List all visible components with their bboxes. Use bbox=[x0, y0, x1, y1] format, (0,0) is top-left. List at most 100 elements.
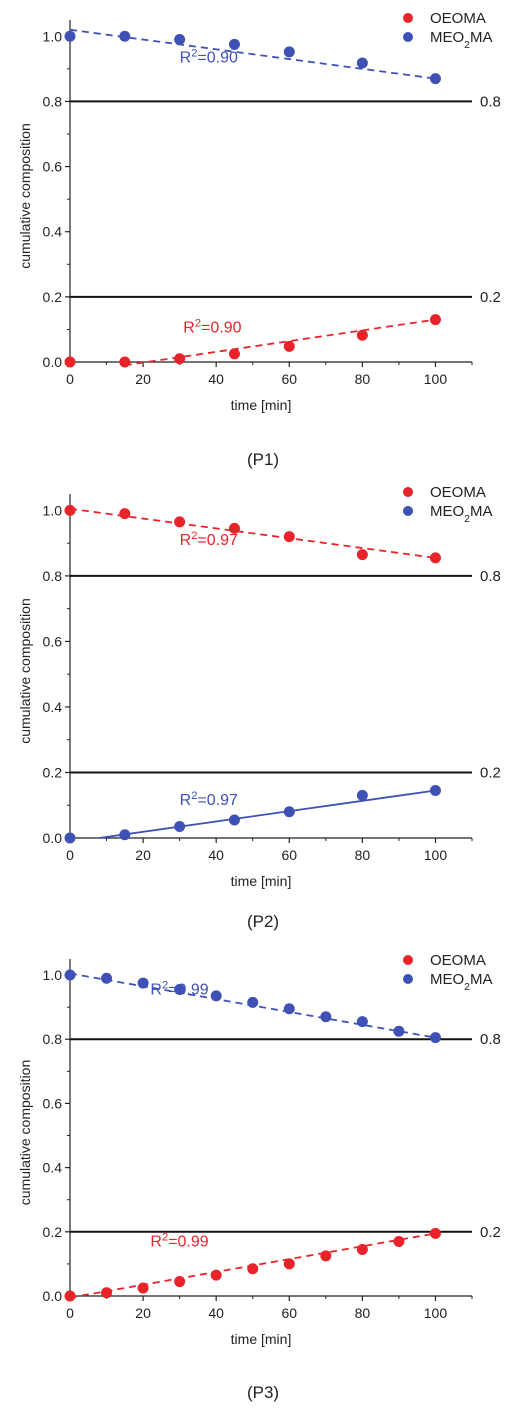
data-point-oeoma bbox=[430, 552, 441, 563]
y-axis-title: cumulative composition bbox=[17, 1060, 33, 1206]
panel-caption: (P1) bbox=[247, 450, 279, 469]
data-point-meo2ma bbox=[229, 814, 240, 825]
y-tick-label: 0.2 bbox=[43, 764, 63, 780]
legend-label-meo2ma: MEO2MA bbox=[430, 971, 493, 993]
data-point-oeoma bbox=[284, 341, 295, 352]
x-tick-label: 40 bbox=[208, 847, 224, 863]
data-point-meo2ma bbox=[65, 31, 76, 42]
x-tick-label: 60 bbox=[281, 847, 297, 863]
data-point-oeoma bbox=[284, 1258, 295, 1269]
y-tick-label: 1.0 bbox=[43, 28, 63, 44]
y-axis-title: cumulative composition bbox=[17, 598, 33, 744]
data-point-meo2ma bbox=[357, 57, 368, 68]
x-tick-label: 60 bbox=[281, 1305, 297, 1321]
legend-label-oeoma: OEOMA bbox=[430, 484, 486, 501]
data-point-meo2ma bbox=[393, 1026, 404, 1037]
x-tick-label: 60 bbox=[281, 371, 297, 387]
data-point-oeoma bbox=[357, 549, 368, 560]
legend-marker-oeoma bbox=[403, 13, 413, 23]
x-axis-title: time [min] bbox=[231, 1331, 292, 1347]
reference-line-label: 0.2 bbox=[480, 764, 501, 781]
chart-panel-3: 0.0 0.2 0.4 0.6 0.8 1.0 0 20 40 60 80 100 time [min]… bbox=[17, 952, 501, 1402]
data-point-meo2ma bbox=[119, 829, 130, 840]
reference-line-label: 0.8 bbox=[480, 1031, 501, 1048]
data-point-meo2ma bbox=[320, 1011, 331, 1022]
data-point-meo2ma bbox=[174, 34, 185, 45]
data-point-meo2ma bbox=[284, 806, 295, 817]
data-point-meo2ma bbox=[284, 46, 295, 57]
y-tick-label: 0.2 bbox=[43, 289, 63, 305]
data-point-oeoma bbox=[174, 516, 185, 527]
x-tick-label: 20 bbox=[135, 1305, 151, 1321]
reference-line-label: 0.8 bbox=[480, 93, 501, 110]
data-point-oeoma bbox=[65, 505, 76, 516]
data-point-oeoma bbox=[247, 1263, 258, 1274]
data-point-oeoma bbox=[119, 357, 130, 368]
reference-line-label: 0.8 bbox=[480, 568, 501, 585]
data-point-oeoma bbox=[357, 330, 368, 341]
y-axis-title: cumulative composition bbox=[17, 123, 33, 269]
y-tick-label: 0.6 bbox=[43, 633, 63, 649]
r2-label-oeoma: R2=0.90 bbox=[183, 318, 241, 337]
data-point-meo2ma bbox=[430, 785, 441, 796]
data-point-meo2ma bbox=[65, 833, 76, 844]
data-point-meo2ma bbox=[174, 821, 185, 832]
y-tick-label: 1.0 bbox=[43, 502, 63, 518]
r2-label-meo2ma: R2=0.90 bbox=[180, 47, 238, 66]
y-tick-label: 0.0 bbox=[43, 1288, 63, 1304]
y-tick-label: 0.8 bbox=[43, 93, 63, 109]
data-point-oeoma bbox=[229, 348, 240, 359]
y-tick-label: 0.0 bbox=[43, 830, 63, 846]
y-tick-label: 0.2 bbox=[43, 1224, 63, 1240]
reference-line-label: 0.2 bbox=[480, 1224, 501, 1241]
data-point-meo2ma bbox=[357, 1016, 368, 1027]
r2-label-meo2ma: R2=0.97 bbox=[180, 790, 238, 809]
legend-marker-meo2ma bbox=[403, 974, 413, 984]
data-point-oeoma bbox=[65, 1291, 76, 1302]
chart-panel-1: 0.0 0.2 0.4 0.6 0.8 1.0 0 20 40 60 80 100 time [min]… bbox=[17, 10, 501, 469]
fit-line-oeoma bbox=[125, 320, 436, 366]
data-point-oeoma bbox=[430, 1228, 441, 1239]
data-point-meo2ma bbox=[138, 978, 149, 989]
data-point-meo2ma bbox=[430, 1032, 441, 1043]
data-point-oeoma bbox=[284, 531, 295, 542]
x-tick-label: 80 bbox=[355, 371, 371, 387]
panel-caption: (P2) bbox=[247, 912, 279, 931]
x-tick-label: 100 bbox=[424, 847, 448, 863]
data-point-oeoma bbox=[320, 1250, 331, 1261]
r2-label-meo2ma: R2=0.99 bbox=[150, 979, 208, 998]
legend-label-meo2ma: MEO2MA bbox=[430, 29, 493, 51]
data-point-oeoma bbox=[101, 1287, 112, 1298]
x-tick-label: 0 bbox=[66, 371, 74, 387]
data-point-meo2ma bbox=[357, 790, 368, 801]
x-tick-label: 40 bbox=[208, 371, 224, 387]
y-tick-label: 0.6 bbox=[43, 1095, 63, 1111]
data-point-meo2ma bbox=[247, 997, 258, 1008]
x-tick-label: 80 bbox=[355, 847, 371, 863]
legend-marker-oeoma bbox=[403, 487, 413, 497]
y-tick-label: 0.6 bbox=[43, 159, 63, 175]
x-axis-title: time [min] bbox=[231, 397, 292, 413]
y-tick-label: 0.4 bbox=[43, 699, 63, 715]
data-point-oeoma bbox=[174, 1276, 185, 1287]
panel-caption: (P3) bbox=[247, 1383, 279, 1402]
data-point-oeoma bbox=[211, 1270, 222, 1281]
data-point-meo2ma bbox=[229, 39, 240, 50]
x-tick-label: 100 bbox=[424, 1305, 448, 1321]
x-tick-label: 100 bbox=[424, 371, 448, 387]
data-point-oeoma bbox=[174, 353, 185, 364]
r2-label-oeoma: R2=0.99 bbox=[150, 1231, 208, 1250]
data-point-oeoma bbox=[357, 1244, 368, 1255]
x-tick-label: 20 bbox=[135, 371, 151, 387]
fit-line-meo2ma bbox=[99, 790, 435, 838]
y-tick-label: 0.4 bbox=[43, 1160, 63, 1176]
y-tick-label: 0.0 bbox=[43, 354, 63, 370]
reference-line-label: 0.2 bbox=[480, 289, 501, 306]
data-point-oeoma bbox=[138, 1282, 149, 1293]
data-point-oeoma bbox=[393, 1236, 404, 1247]
data-point-meo2ma bbox=[119, 31, 130, 42]
y-tick-label: 1.0 bbox=[43, 967, 63, 983]
data-point-oeoma bbox=[430, 314, 441, 325]
data-point-meo2ma bbox=[430, 73, 441, 84]
